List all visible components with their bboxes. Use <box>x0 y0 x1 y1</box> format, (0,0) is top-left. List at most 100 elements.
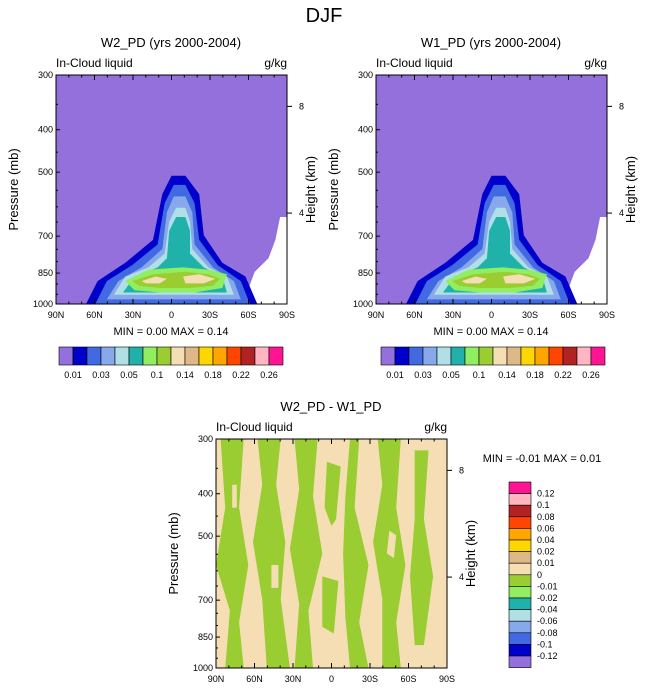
colorbar-swatch <box>240 346 256 366</box>
colorbar-swatch <box>450 346 466 366</box>
colorbar-swatch <box>86 346 102 366</box>
colorbar-swatch <box>408 346 424 366</box>
lat-tick-label: 30S <box>522 310 538 320</box>
colorbar-swatch <box>114 346 130 366</box>
colorbar-swatch <box>170 346 186 366</box>
y-axis-label-right: Height (km) <box>463 520 478 587</box>
contour-level <box>183 274 216 284</box>
colorbar-label: -0.06 <box>537 616 558 626</box>
colorbar-label: -0.1 <box>537 639 553 649</box>
colorbar-swatch <box>492 346 508 366</box>
panel-left-label: In-Cloud liquid <box>56 56 133 70</box>
colorbar-label: 0.22 <box>554 370 572 380</box>
colorbar-swatch <box>184 346 200 366</box>
contour-field <box>56 75 287 304</box>
colorbar-swatch <box>506 346 522 366</box>
colorbar-label: 0.18 <box>204 370 222 380</box>
panel-units-label: g/kg <box>264 56 287 70</box>
panel-title: W2_PD - W1_PD <box>280 399 381 414</box>
contour-level <box>461 276 487 284</box>
stats-text: MIN = -0.01 MAX = 0.01 <box>483 453 602 465</box>
field-plot <box>376 75 607 304</box>
colorbar-swatch <box>576 346 592 366</box>
panel-diff: W2_PD - W1_PD In-Cloud liquid g/kg 30040… <box>166 399 601 684</box>
lat-tick-label: 90N <box>48 310 65 320</box>
colorbar-diff: 0.120.1 0.080.06 0.04 0.020.01 0-0.01 -0.02 -0… <box>508 481 558 668</box>
colorbar-label: 0.12 <box>537 489 555 499</box>
colorbar-swatch <box>268 346 284 366</box>
lat-tick-label: 60N <box>406 310 423 320</box>
no-data-region <box>242 217 287 304</box>
y-axis-label-right: Height (km) <box>623 156 638 223</box>
pressure-tick-label: 700 <box>38 231 53 241</box>
colorbar-swatch <box>198 346 214 366</box>
lat-tick-label: 60S <box>240 310 256 320</box>
colorbar-swatch <box>508 516 532 529</box>
colorbar-swatch <box>548 346 564 366</box>
panel-left-label: In-Cloud liquid <box>376 56 453 70</box>
colorbar-swatch <box>508 597 532 610</box>
no-data-region <box>562 217 607 304</box>
colorbar-swatch <box>58 346 74 366</box>
lat-tick-label: 90S <box>599 310 615 320</box>
field-plot <box>56 75 287 304</box>
colorbar-label: 0.03 <box>92 370 110 380</box>
colorbar-label: 0.22 <box>232 370 250 380</box>
colorbar-label: 0.26 <box>260 370 278 380</box>
pressure-tick-label: 400 <box>198 489 213 499</box>
y-axis-label-right: Height (km) <box>303 156 318 223</box>
panel-w1: W1_PD (yrs 2000-2004) In-Cloud liquid g/… <box>326 35 638 338</box>
pressure-tick-label: 1000 <box>193 663 213 673</box>
height-tick-label: 4 <box>299 208 304 218</box>
colorbar-swatch <box>508 586 532 599</box>
lat-tick-label: 0 <box>329 674 334 684</box>
lat-tick-label: 0 <box>489 310 494 320</box>
colorbar-label: 0.05 <box>442 370 460 380</box>
colorbar-swatch <box>100 346 116 366</box>
colorbar-swatch <box>212 346 228 366</box>
axis-ticks: 300 400 500 700 850 1000 8 4 90N 60N 30N 0 30S 60S 90S… <box>6 70 318 320</box>
panel-w2: W2_PD (yrs 2000-2004) In-Cloud liquid g/… <box>6 35 318 338</box>
colorbar-label: 0.26 <box>582 370 600 380</box>
colorbar-swatch <box>394 346 410 366</box>
colorbar-label: 0.14 <box>176 370 194 380</box>
colorbar-label: 0.01 <box>64 370 82 380</box>
lat-tick-label: 30N <box>125 310 142 320</box>
contour-level <box>271 565 279 588</box>
colorbar-swatch <box>478 346 494 366</box>
y-axis-label: Pressure (mb) <box>6 148 21 230</box>
colorbar-label: 0.1 <box>151 370 164 380</box>
colorbar-swatch <box>508 632 532 645</box>
contour-level <box>324 461 341 526</box>
height-tick-label: 4 <box>619 208 624 218</box>
field-plot <box>216 439 447 668</box>
height-tick-label: 4 <box>459 572 464 582</box>
stats-text: MIN = 0.00 MAX = 0.14 <box>114 326 229 338</box>
colorbar-swatch <box>508 539 532 552</box>
figure-title: DJF <box>306 5 343 27</box>
colorbar-label: 0.01 <box>386 370 404 380</box>
colorbar-swatch <box>422 346 438 366</box>
pressure-tick-label: 700 <box>358 231 373 241</box>
colorbar-label: 0.05 <box>120 370 138 380</box>
colorbar-label: -0.12 <box>537 651 558 661</box>
colorbar-label: 0.02 <box>537 547 555 557</box>
panel-title: W1_PD (yrs 2000-2004) <box>421 35 561 50</box>
colorbar-swatch <box>436 346 452 366</box>
colorbar-swatch <box>508 655 532 668</box>
colorbar-label: 0.01 <box>537 558 555 568</box>
contour-field <box>216 439 447 668</box>
pressure-tick-label: 500 <box>358 167 373 177</box>
colorbar-label: 0.1 <box>473 370 486 380</box>
colorbar-swatch <box>508 493 532 506</box>
colorbar-label: 0.06 <box>537 523 555 533</box>
colorbar-swatch <box>128 346 144 366</box>
colorbar-swatch <box>534 346 550 366</box>
contour-level <box>503 274 536 284</box>
height-tick-label: 8 <box>459 465 464 475</box>
y-axis-label: Pressure (mb) <box>166 512 181 594</box>
lat-tick-label: 90S <box>279 310 295 320</box>
colorbar-label: 0.08 <box>537 512 555 522</box>
pressure-tick-label: 850 <box>38 268 53 278</box>
colorbar-label: 0.1 <box>537 500 550 510</box>
